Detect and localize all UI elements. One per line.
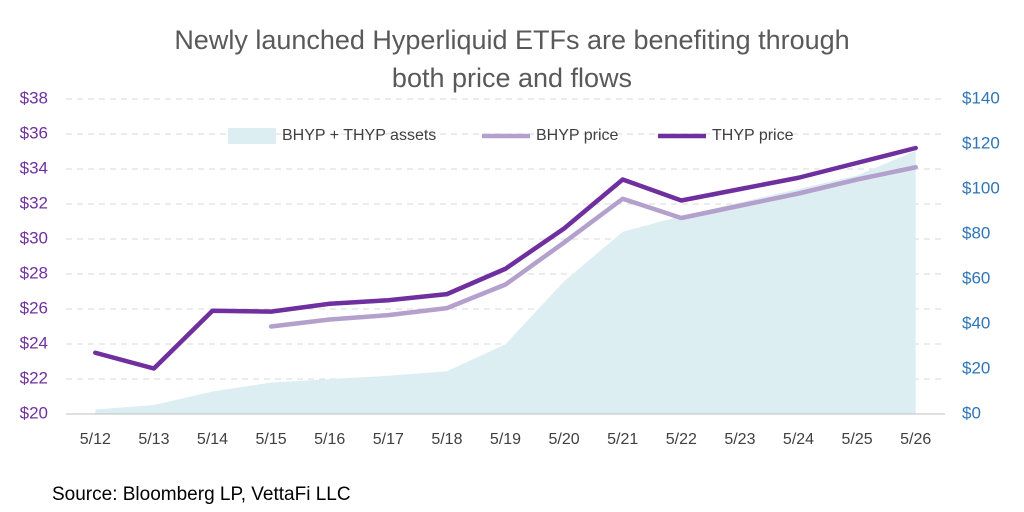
x-tick-label: 5/15 [256,431,287,448]
x-tick-label: 5/12 [80,431,111,448]
area [95,150,916,414]
x-tick-label: 5/21 [607,431,638,448]
legend-label: BHYP price [536,127,619,144]
line [268,165,918,329]
y-tick-label: $34 [20,158,48,177]
y2-tick-label: $20 [962,358,990,377]
y-tick-label: $36 [20,123,48,142]
x-tick-label: 5/13 [138,431,169,448]
source-note: Source: Bloomberg LP, VettaFi LLC [52,484,351,505]
x-tick-label: 5/25 [842,431,873,448]
x-tick-label: 5/14 [197,431,228,448]
x-tick-label: 5/16 [314,431,345,448]
x-tick-label: 5/17 [373,431,404,448]
y2-tick-label: $0 [962,403,981,422]
chart-title: Newly launched Hyperliquid ETFs are bene… [174,25,849,55]
x-tick-label: 5/23 [724,431,755,448]
legend-label: THYP price [712,127,794,144]
chart-title: both price and flows [392,63,632,93]
y2-tick-label: $140 [962,88,1000,107]
y2-tick-label: $100 [962,178,1000,197]
x-tick-label: 5/26 [900,431,931,448]
legend-swatch [228,128,276,144]
x-tick-label: 5/18 [431,431,462,448]
y-tick-label: $20 [20,403,48,422]
line [93,145,918,371]
y-tick-label: $22 [20,368,48,387]
x-tick-label: 5/19 [490,431,521,448]
y-tick-label: $24 [20,333,48,352]
legend-label: BHYP + THYP assets [282,127,436,144]
y2-tick-label: $80 [962,223,990,242]
y-tick-label: $28 [20,263,48,282]
x-tick-label: 5/20 [549,431,580,448]
y-tick-label: $30 [20,228,48,247]
y-tick-label: $38 [20,88,48,107]
y2-tick-label: $60 [962,268,990,287]
y-tick-label: $32 [20,193,48,212]
y2-tick-label: $40 [962,313,990,332]
y2-tick-label: $120 [962,133,1000,152]
x-tick-label: 5/24 [783,431,814,448]
x-tick-label: 5/22 [666,431,697,448]
y-tick-label: $26 [20,298,48,317]
